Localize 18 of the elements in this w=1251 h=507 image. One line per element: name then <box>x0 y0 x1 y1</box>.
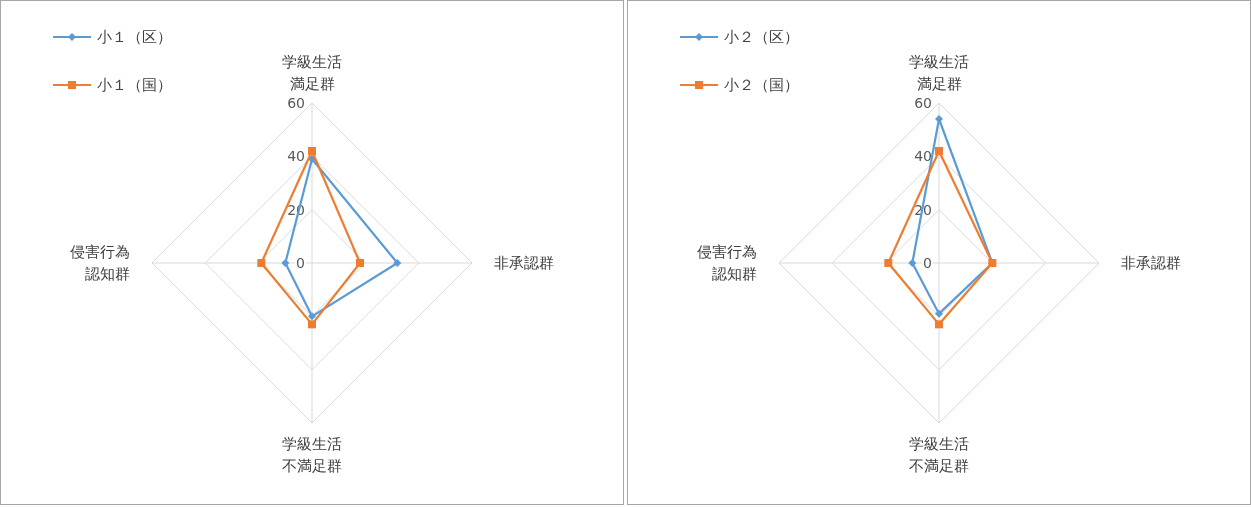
legend-label: 小２（国） <box>724 76 799 94</box>
spoke-label: 侵害行為認知群 <box>70 243 130 283</box>
y-tick-label: 60 <box>287 95 305 111</box>
y-tick-label: 0 <box>296 255 305 271</box>
spoke-label: 非承認群 <box>1121 254 1181 272</box>
y-tick-label: 0 <box>923 255 932 271</box>
legend-label: 小２（区） <box>724 28 799 46</box>
legend-label: 小１（国） <box>97 76 172 94</box>
spoke-label: 学級生活満足群 <box>909 53 969 93</box>
y-tick-label: 40 <box>287 148 305 165</box>
legend-label: 小１（区） <box>97 28 172 46</box>
y-tick-label: 40 <box>914 148 932 165</box>
spoke-label: 学級生活満足群 <box>282 53 342 93</box>
y-tick-label: 60 <box>914 95 932 111</box>
spoke-label: 非承認群 <box>494 254 554 272</box>
spoke-label: 侵害行為認知群 <box>697 243 757 283</box>
spoke-label: 学級生活不満足群 <box>909 435 969 475</box>
spoke-label: 学級生活不満足群 <box>282 435 342 475</box>
